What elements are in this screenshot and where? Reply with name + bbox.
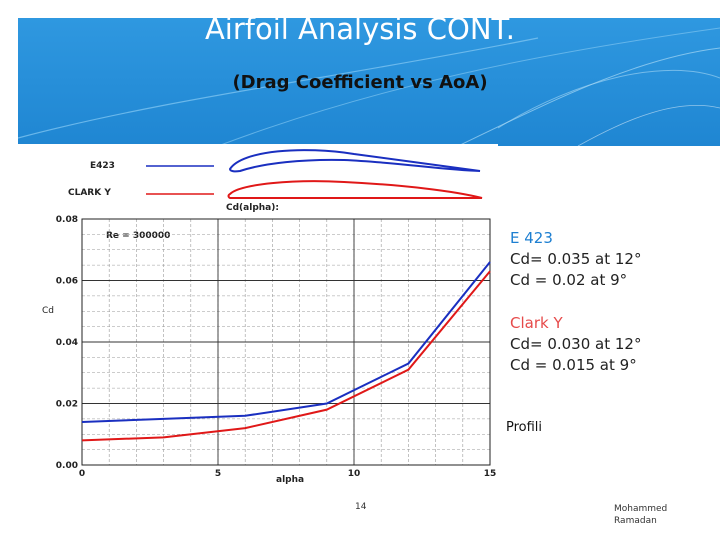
- x-tick-label: 5: [215, 469, 221, 479]
- drag-plot: 0.00 0.02 0.04 0.06 0.08 0 5 10 15: [56, 215, 497, 479]
- e423-series-line: [81, 261, 491, 423]
- author-name: Mohammed Ramadan: [614, 503, 667, 527]
- note-e423-cd9: Cd = 0.02 at 9°: [510, 271, 628, 289]
- note-e423-cd12: Cd= 0.035 at 12°: [510, 250, 642, 268]
- note-e423-title: E 423: [510, 229, 553, 247]
- e423-airfoil-shape: [228, 149, 481, 173]
- cd-alpha-label: Cd(alpha):: [226, 203, 279, 213]
- clarky-airfoil-shape: [227, 180, 483, 199]
- y-tick-label: 0.04: [56, 338, 78, 348]
- slide-title: Airfoil Analysis CONT.: [204, 12, 516, 46]
- y-axis-label: Cd: [42, 306, 54, 316]
- airfoil-legend: E423 CLARK Y: [14, 144, 498, 214]
- slide-header: [18, 18, 720, 146]
- header-decoration: [18, 27, 720, 146]
- y-tick-label: 0.02: [56, 400, 78, 410]
- slide-subtitle: (Drag Coefficient vs AoA): [232, 72, 488, 93]
- note-clarky-cd9: Cd = 0.015 at 9°: [510, 356, 637, 374]
- y-tick-label: 0.00: [56, 461, 78, 471]
- x-tick-label: 10: [348, 469, 361, 479]
- profili-label: Profili: [506, 420, 543, 435]
- page-number: 14: [355, 502, 367, 512]
- legend-clarky-label: CLARK Y: [68, 188, 111, 198]
- author-first-name: Mohammed: [614, 504, 668, 514]
- note-clarky-title: Clark Y: [510, 314, 563, 332]
- legend-e423-label: E423: [90, 161, 115, 171]
- y-tick-label: 0.06: [56, 277, 78, 287]
- plot-frame: [81, 218, 491, 466]
- airfoil-shapes: [146, 149, 483, 199]
- author-last-name: Ramadan: [614, 516, 657, 526]
- reynolds-label: Re = 300000: [106, 231, 171, 241]
- x-axis-label: alpha: [276, 475, 305, 485]
- chart-image: E423 CLARK Y Cd(alpha): Re = 300000 Cd a…: [14, 144, 498, 488]
- x-tick-label: 0: [79, 469, 85, 479]
- x-tick-label: 15: [484, 469, 497, 479]
- note-clarky-cd12: Cd= 0.030 at 12°: [510, 335, 642, 353]
- y-tick-label: 0.08: [56, 215, 78, 225]
- clarky-series-line: [81, 270, 491, 442]
